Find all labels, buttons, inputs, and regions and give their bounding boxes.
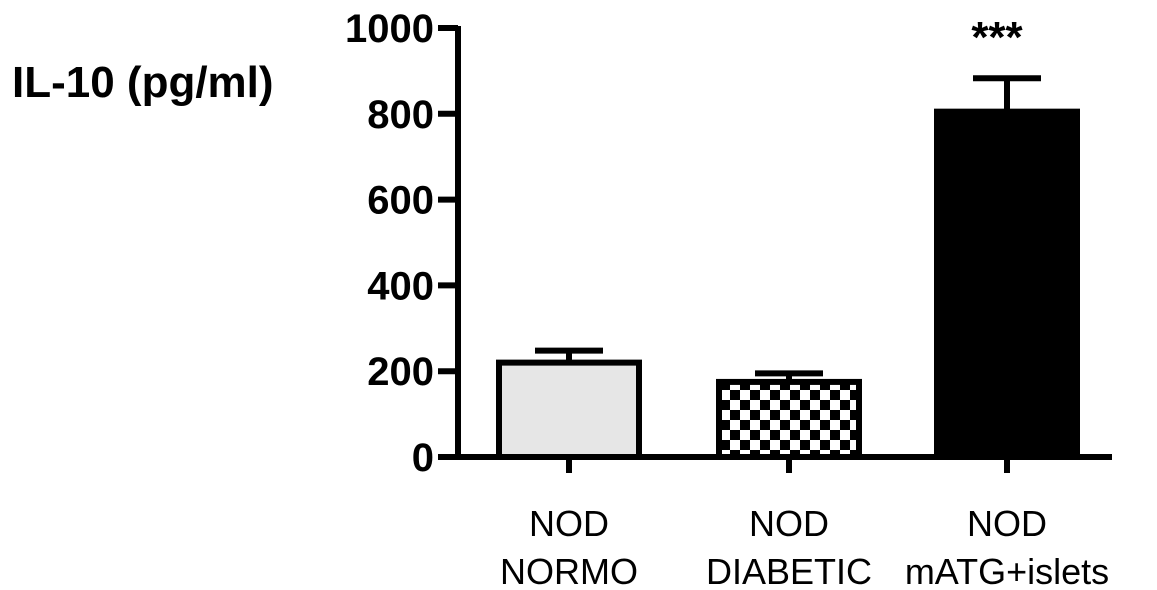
x-tick-label: NOD: [749, 503, 829, 544]
y-tick-label: 0: [412, 436, 434, 480]
y-tick-label: 600: [367, 179, 434, 223]
bar: [934, 108, 1080, 460]
y-tick-label: 200: [367, 350, 434, 394]
x-tick-label: mATG+islets: [905, 551, 1109, 590]
significance-marker: ***: [971, 13, 1023, 62]
y-tick-label: 1000: [345, 7, 434, 51]
x-tick-label: NOD: [529, 503, 609, 544]
x-tick-label: NOD: [967, 503, 1047, 544]
y-tick-label: 800: [367, 93, 434, 137]
plot-area: 0 200 400 600 800 1000 NOD NORMO NOD DIABETIC NOD m…: [345, 7, 1112, 590]
x-tick-label: DIABETIC: [706, 551, 872, 590]
y-tick-label: 400: [367, 264, 434, 308]
x-tick-label: NORMO: [500, 551, 638, 590]
y-axis-label: IL-10 (pg/ml): [12, 58, 274, 107]
bar: [496, 359, 642, 460]
bar: [716, 378, 862, 460]
